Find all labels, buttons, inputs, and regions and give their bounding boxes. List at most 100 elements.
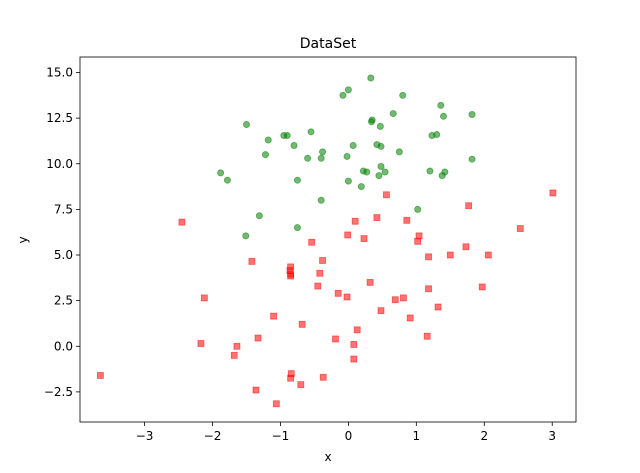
data-point-s1-30 (400, 294, 407, 302)
data-point-s0-22 (319, 148, 327, 156)
data-point-s0-30 (381, 168, 389, 176)
data-point-s1-43 (197, 340, 205, 347)
axes (79, 56, 577, 423)
data-point-s0-33 (375, 172, 383, 180)
data-point-s1-41 (332, 335, 339, 343)
x-tick-label: 0 (345, 429, 353, 443)
data-point-s1-27 (425, 285, 432, 293)
data-point-s1-38 (353, 326, 361, 334)
data-point-s0-10 (242, 121, 250, 129)
data-point-s0-28 (468, 155, 476, 163)
data-point-s0-4 (437, 101, 445, 109)
data-point-s0-32 (363, 168, 371, 176)
data-point-s0-36 (441, 168, 449, 176)
data-point-s1-33 (377, 307, 385, 315)
axis-ticks: −3 −2 −1 0 1 2 3 −2.5 0.0 2.5 5.0 7.5 10.0 12.5 15.0 (44, 66, 556, 443)
data-point-s1-6 (403, 216, 411, 224)
data-point-s1-28 (334, 289, 342, 297)
data-point-s1-52 (252, 386, 260, 394)
x-tick-label: 3 (548, 429, 556, 443)
data-point-s0-26 (343, 152, 351, 160)
data-point-s1-45 (350, 355, 358, 363)
data-point-s1-9 (360, 235, 368, 242)
data-point-s1-39 (423, 332, 431, 340)
y-tick-label: 10.0 (46, 157, 73, 171)
data-point-s0-45 (293, 224, 301, 232)
data-point-s0-7 (389, 110, 397, 118)
data-point-s1-16 (446, 251, 454, 259)
data-point-s0-44 (414, 205, 422, 213)
data-point-s1-18 (484, 251, 492, 259)
y-tick-label: 2.5 (54, 294, 73, 308)
data-point-s1-13 (462, 243, 470, 251)
data-point-s1-17 (425, 253, 432, 261)
data-point-s0-3 (399, 91, 407, 99)
data-point-s1-46 (230, 351, 238, 359)
data-point-s1-24 (314, 282, 322, 290)
data-point-s0-34 (426, 167, 434, 175)
data-point-s0-1 (339, 91, 347, 99)
data-point-s0-27 (395, 148, 403, 156)
data-point-s1-51 (297, 381, 305, 388)
data-point-s1-53 (272, 400, 280, 408)
data-point-s1-32 (200, 294, 208, 302)
data-point-s1-25 (287, 272, 295, 280)
data-point-s1-37 (298, 320, 306, 328)
data-point-s0-19 (377, 142, 385, 150)
chart-title: DataSet (300, 36, 357, 52)
data-point-s1-11 (414, 237, 422, 245)
data-point-s1-40 (254, 334, 262, 342)
data-point-s0-6 (368, 116, 376, 124)
data-points (96, 74, 557, 408)
data-point-s1-42 (350, 341, 358, 348)
x-tick-label: 1 (413, 429, 421, 443)
y-tick-label: −2.5 (44, 385, 73, 399)
data-point-s0-20 (349, 142, 357, 150)
data-point-s0-41 (357, 183, 365, 191)
data-point-s0-25 (261, 151, 269, 159)
data-point-s0-40 (344, 177, 352, 185)
data-point-s0-2 (344, 86, 352, 94)
data-point-s0-11 (307, 128, 315, 136)
data-point-s1-26 (478, 283, 486, 291)
data-point-s1-31 (391, 296, 399, 304)
data-point-s0-46 (242, 232, 250, 240)
data-point-s1-3 (178, 218, 186, 226)
data-point-s1-14 (248, 257, 256, 265)
data-point-s1-4 (373, 214, 381, 222)
data-point-s1-15 (319, 257, 326, 264)
data-point-s0-8 (440, 112, 448, 120)
data-point-s1-8 (344, 231, 352, 239)
data-point-s0-9 (468, 110, 476, 118)
data-point-s1-23 (366, 278, 374, 286)
x-tick-label: −1 (272, 429, 290, 443)
data-point-s1-29 (343, 293, 351, 301)
y-tick-label: 12.5 (46, 111, 73, 125)
y-axis-label: y (16, 236, 30, 243)
x-tick-label: 2 (480, 429, 488, 443)
data-point-s0-13 (283, 131, 291, 139)
data-point-s1-47 (96, 372, 104, 379)
data-point-s0-24 (317, 154, 325, 162)
axes-frame (79, 56, 577, 423)
data-point-s1-5 (351, 217, 359, 225)
data-point-s1-35 (406, 314, 414, 322)
data-point-s0-14 (264, 136, 272, 144)
data-point-s0-0 (367, 74, 375, 82)
x-tick-label: −3 (136, 429, 154, 443)
data-point-s1-36 (270, 312, 278, 320)
data-point-s0-15 (376, 122, 384, 130)
x-axis-label: x (324, 450, 331, 464)
data-point-s0-17 (433, 131, 441, 139)
data-point-s1-2 (465, 202, 473, 210)
data-point-s0-29 (377, 162, 385, 170)
data-point-s0-38 (223, 176, 231, 184)
data-point-s0-23 (304, 154, 312, 162)
x-tick-label: −2 (204, 429, 222, 443)
data-point-s1-34 (434, 303, 442, 311)
y-tick-label: 0.0 (54, 339, 73, 353)
data-point-s1-50 (319, 373, 327, 381)
data-point-s1-22 (316, 269, 324, 277)
y-tick-label: 7.5 (54, 202, 73, 216)
